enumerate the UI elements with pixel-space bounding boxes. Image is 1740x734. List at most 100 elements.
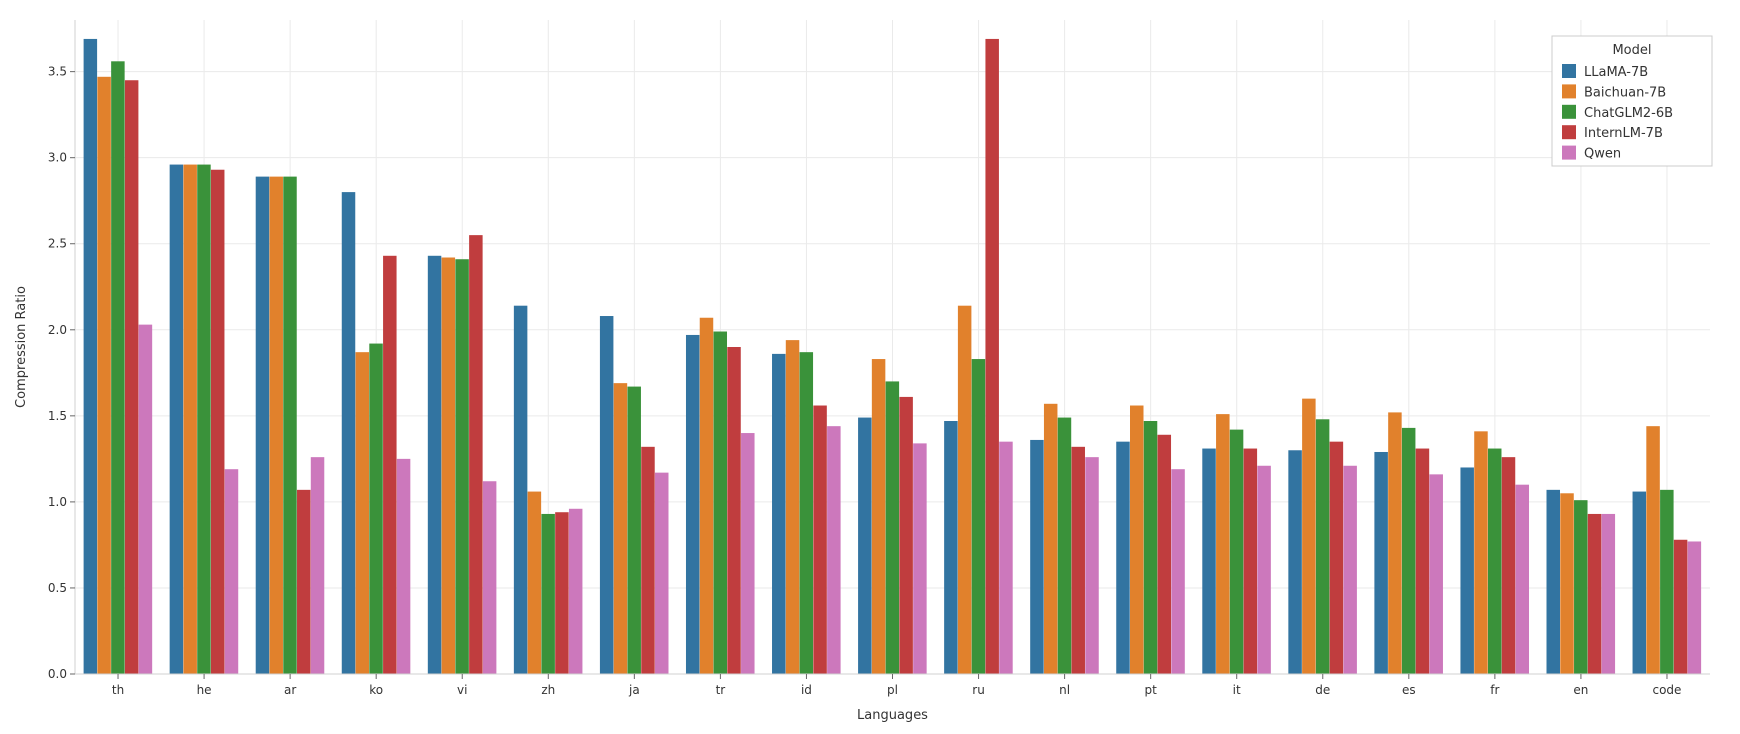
bar bbox=[84, 39, 97, 674]
x-tick-label: th bbox=[112, 683, 124, 697]
bar bbox=[1474, 431, 1487, 674]
x-tick-label: ar bbox=[284, 683, 296, 697]
bar bbox=[1646, 426, 1659, 674]
bar bbox=[727, 347, 740, 674]
bar bbox=[899, 397, 912, 674]
bar bbox=[1602, 514, 1615, 674]
legend-item-label: InternLM-7B bbox=[1584, 126, 1663, 141]
bar bbox=[827, 426, 840, 674]
bar bbox=[1171, 469, 1184, 674]
y-tick-label: 3.0 bbox=[48, 151, 67, 165]
bar bbox=[1158, 435, 1171, 674]
bar bbox=[858, 418, 871, 674]
chart-svg: 0.00.51.01.52.02.53.03.5thhearkovizhjatr… bbox=[0, 0, 1740, 734]
legend-swatch bbox=[1562, 125, 1576, 139]
x-tick-label: id bbox=[801, 683, 812, 697]
x-tick-label: ja bbox=[628, 683, 640, 697]
legend-swatch bbox=[1562, 146, 1576, 160]
x-tick-label: zh bbox=[541, 683, 555, 697]
bar bbox=[139, 325, 152, 674]
bar bbox=[786, 340, 799, 674]
bar bbox=[886, 381, 899, 674]
bar bbox=[97, 77, 110, 674]
bar bbox=[1674, 540, 1687, 674]
bar bbox=[1560, 493, 1573, 674]
bar bbox=[1374, 452, 1387, 674]
bar bbox=[872, 359, 885, 674]
bar bbox=[1044, 404, 1057, 674]
bar bbox=[700, 318, 713, 674]
bar bbox=[1660, 490, 1673, 674]
bar bbox=[1416, 449, 1429, 674]
bar bbox=[1343, 466, 1356, 674]
y-tick-label: 2.0 bbox=[48, 323, 67, 337]
bar bbox=[813, 406, 826, 674]
bar bbox=[283, 177, 296, 674]
bar bbox=[1116, 442, 1129, 674]
x-tick-label: pl bbox=[887, 683, 898, 697]
x-tick-label: vi bbox=[457, 683, 467, 697]
bar bbox=[1202, 449, 1215, 674]
x-tick-label: en bbox=[1573, 683, 1588, 697]
bar bbox=[1688, 541, 1701, 674]
x-tick-label: he bbox=[197, 683, 212, 697]
bar bbox=[125, 80, 138, 674]
bar bbox=[1388, 412, 1401, 674]
bar bbox=[1302, 399, 1315, 674]
bar bbox=[686, 335, 699, 674]
legend-item-label: Baichuan-7B bbox=[1584, 85, 1666, 100]
bar bbox=[197, 165, 210, 674]
bar bbox=[1288, 450, 1301, 674]
y-tick-label: 0.0 bbox=[48, 667, 67, 681]
x-tick-label: tr bbox=[716, 683, 726, 697]
bar bbox=[614, 383, 627, 674]
bar bbox=[1058, 418, 1071, 674]
bar bbox=[1257, 466, 1270, 674]
x-tick-label: fr bbox=[1490, 683, 1499, 697]
bar bbox=[1216, 414, 1229, 674]
legend-swatch bbox=[1562, 105, 1576, 119]
bar bbox=[1244, 449, 1257, 674]
bar bbox=[999, 442, 1012, 674]
bar bbox=[569, 509, 582, 674]
bar bbox=[383, 256, 396, 674]
y-tick-label: 2.5 bbox=[48, 237, 67, 251]
bar bbox=[1030, 440, 1043, 674]
bar bbox=[641, 447, 654, 674]
bar bbox=[483, 481, 496, 674]
bar bbox=[211, 170, 224, 674]
bar bbox=[528, 492, 541, 674]
x-tick-label: nl bbox=[1059, 683, 1070, 697]
bar bbox=[397, 459, 410, 674]
bar bbox=[356, 352, 369, 674]
bar bbox=[1144, 421, 1157, 674]
bar bbox=[600, 316, 613, 674]
legend-title: Model bbox=[1612, 43, 1651, 58]
bar bbox=[469, 235, 482, 674]
bar bbox=[256, 177, 269, 674]
legend: ModelLLaMA-7BBaichuan-7BChatGLM2-6BInter… bbox=[1552, 36, 1712, 166]
x-tick-label: ru bbox=[972, 683, 985, 697]
y-tick-label: 1.0 bbox=[48, 495, 67, 509]
x-tick-label: ko bbox=[369, 683, 383, 697]
legend-item-label: ChatGLM2-6B bbox=[1584, 106, 1673, 121]
bar bbox=[342, 192, 355, 674]
bar bbox=[1574, 500, 1587, 674]
bar bbox=[1516, 485, 1529, 674]
legend-swatch bbox=[1562, 84, 1576, 98]
bar bbox=[655, 473, 668, 674]
bar bbox=[1085, 457, 1098, 674]
bar bbox=[1402, 428, 1415, 674]
x-axis-label: Languages bbox=[857, 708, 928, 723]
compression-ratio-chart: 0.00.51.01.52.02.53.03.5thhearkovizhjatr… bbox=[0, 0, 1740, 734]
bar bbox=[741, 433, 754, 674]
bar bbox=[555, 512, 568, 674]
bar bbox=[1460, 467, 1473, 674]
x-tick-label: it bbox=[1233, 683, 1241, 697]
bar bbox=[944, 421, 957, 674]
bar bbox=[714, 332, 727, 674]
bar bbox=[627, 387, 640, 674]
bar bbox=[297, 490, 310, 674]
x-tick-label: de bbox=[1315, 683, 1330, 697]
bar bbox=[428, 256, 441, 674]
